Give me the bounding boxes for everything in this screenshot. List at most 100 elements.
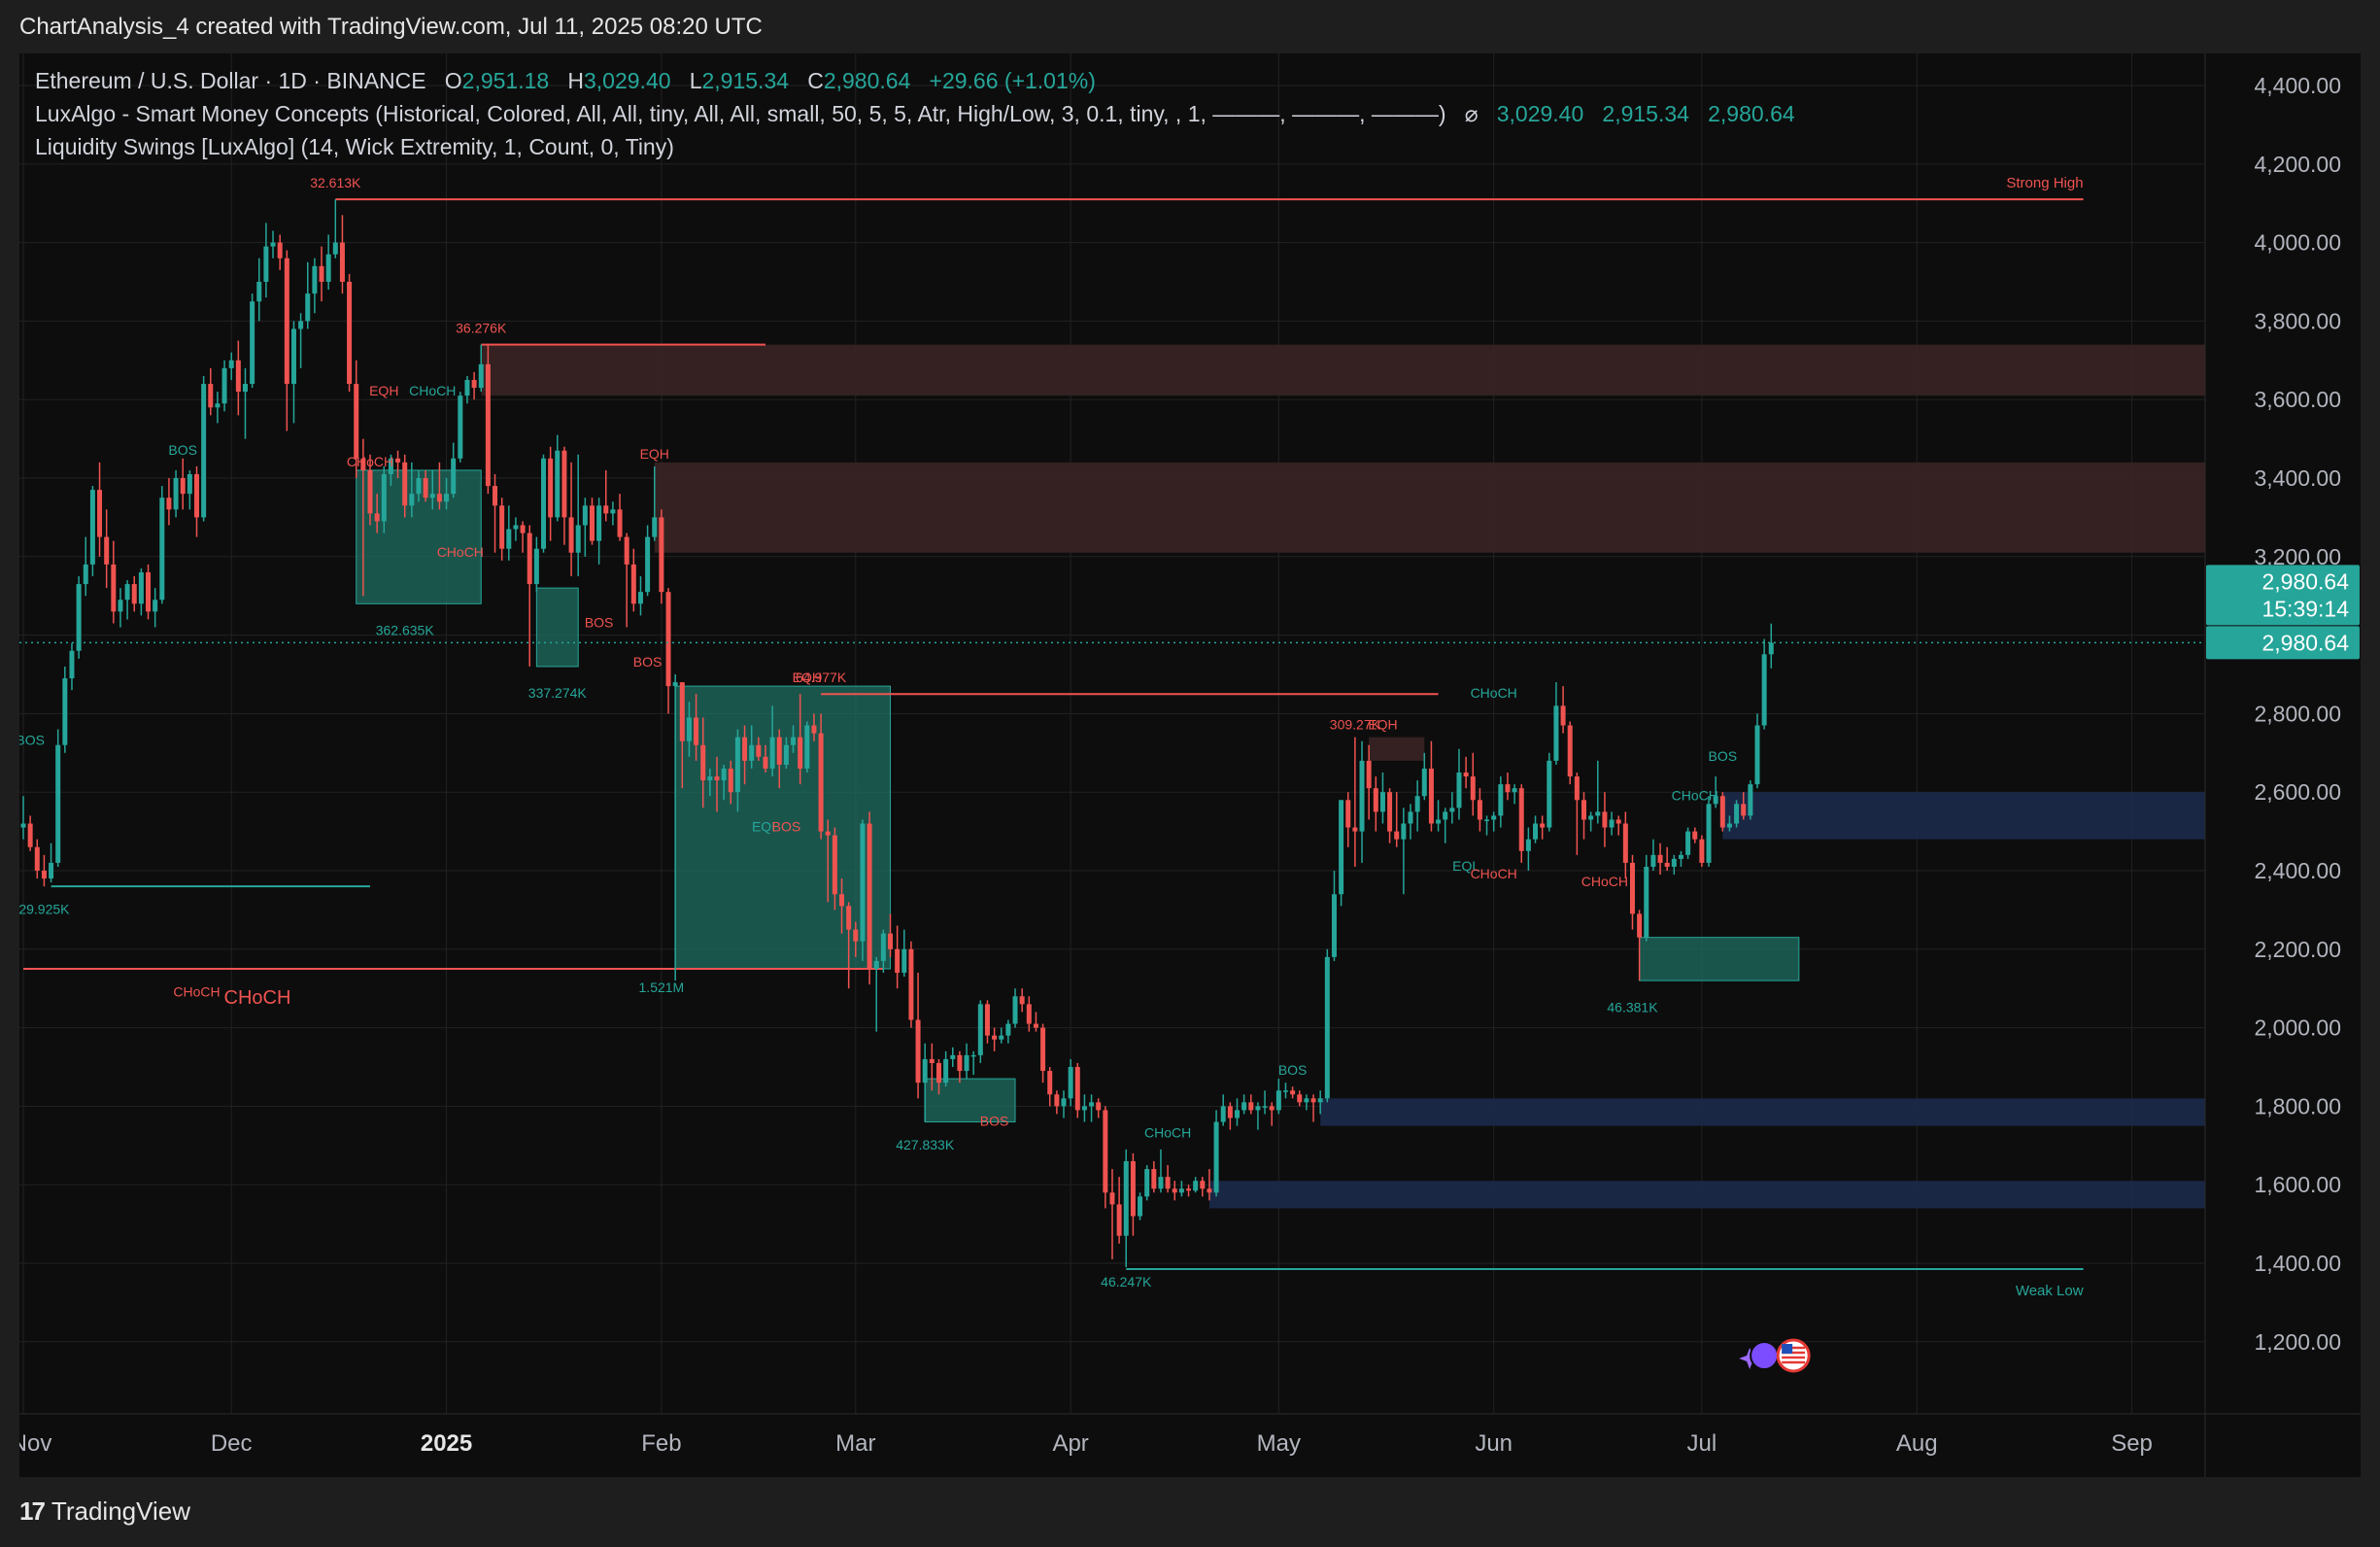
candle-body bbox=[1220, 1106, 1226, 1122]
candle bbox=[895, 925, 901, 989]
candle-body bbox=[1629, 862, 1635, 914]
price-tick-label: 1,400.00 bbox=[2254, 1251, 2341, 1276]
candle-body bbox=[1297, 1094, 1303, 1103]
candle-body bbox=[62, 678, 68, 745]
zone-supply bbox=[1369, 737, 1425, 761]
candle-body bbox=[312, 265, 318, 294]
candle bbox=[804, 721, 810, 773]
candle-body bbox=[1741, 804, 1747, 816]
legend-symbol-row: Ethereum / U.S. Dollar · 1D · BINANCE O2… bbox=[35, 68, 1096, 94]
legend-indicator-smc[interactable]: LuxAlgo - Smart Money Concepts (Historic… bbox=[35, 101, 1795, 127]
candle-body bbox=[769, 737, 775, 769]
zone-supply bbox=[481, 344, 2205, 396]
candle bbox=[290, 321, 296, 424]
candle-body bbox=[360, 458, 366, 470]
legend-indicator-liquidity[interactable]: Liquidity Swings [LuxAlgo] (14, Wick Ext… bbox=[35, 134, 674, 160]
candle-body bbox=[478, 363, 484, 389]
candle-body bbox=[1602, 811, 1608, 828]
price-chart[interactable]: Strong High Weak Low CHoCH 32.613K 36.276K BO… bbox=[19, 53, 2361, 1477]
candle-body bbox=[290, 328, 296, 385]
candle-body bbox=[256, 282, 262, 302]
candle-body bbox=[242, 384, 248, 393]
indicator-smc-value-3: 2,980.64 bbox=[1708, 101, 1795, 126]
candle-body bbox=[159, 498, 165, 601]
candle-body bbox=[27, 823, 33, 847]
candle bbox=[97, 462, 103, 557]
candle-body bbox=[630, 564, 636, 604]
candle-body bbox=[416, 478, 422, 495]
candle-body bbox=[853, 929, 859, 942]
candle-body bbox=[444, 494, 450, 502]
candle-body bbox=[1345, 800, 1351, 828]
smc-label: CHoCH bbox=[1581, 874, 1628, 889]
candle bbox=[1692, 827, 1698, 843]
price-tag-price-2: 2,980.64 bbox=[2261, 630, 2349, 655]
candle bbox=[1387, 788, 1393, 843]
indicator-liquidity-name[interactable]: Liquidity Swings [LuxAlgo] (14, Wick Ext… bbox=[35, 134, 674, 159]
candle bbox=[1456, 748, 1462, 820]
symbol-name[interactable]: Ethereum / U.S. Dollar · 1D · BINANCE bbox=[35, 68, 426, 93]
candle-body bbox=[395, 458, 401, 463]
candle bbox=[423, 469, 428, 502]
candle-body bbox=[1664, 862, 1670, 867]
candle bbox=[215, 392, 221, 424]
time-tick-label: Mar bbox=[835, 1430, 875, 1457]
indicator-smc-name[interactable]: LuxAlgo - Smart Money Concepts (Historic… bbox=[35, 101, 1446, 126]
smc-label: BOS bbox=[1709, 748, 1738, 764]
candle bbox=[298, 313, 304, 368]
candle bbox=[1463, 756, 1469, 789]
candle-body bbox=[610, 509, 616, 514]
candle-body bbox=[493, 486, 498, 506]
candle bbox=[1262, 1090, 1268, 1115]
candle-body bbox=[707, 776, 713, 781]
candle-body bbox=[374, 513, 380, 522]
candle bbox=[839, 878, 845, 934]
zone-demand_green bbox=[924, 1078, 1016, 1123]
candle-body bbox=[208, 384, 214, 408]
candle bbox=[1310, 1094, 1316, 1122]
candle bbox=[1019, 988, 1025, 1013]
candle-body bbox=[533, 548, 539, 585]
candle bbox=[624, 533, 629, 628]
candle-body bbox=[20, 823, 26, 828]
candle-body bbox=[97, 490, 103, 537]
candle-body bbox=[1227, 1106, 1233, 1118]
candle bbox=[922, 1043, 928, 1122]
smc-label: CHoCH bbox=[1144, 1125, 1191, 1141]
candle-body bbox=[49, 862, 54, 879]
candle bbox=[1394, 792, 1400, 847]
candle bbox=[1748, 780, 1753, 820]
candle-body bbox=[1178, 1188, 1184, 1193]
candle bbox=[76, 576, 82, 659]
candle-body bbox=[83, 564, 88, 585]
candle-body bbox=[582, 505, 588, 526]
candle bbox=[1012, 988, 1018, 1028]
candle bbox=[561, 446, 567, 545]
candle-body bbox=[1317, 1098, 1323, 1103]
smc-label: BOS bbox=[772, 819, 801, 835]
time-tick-label: May bbox=[1257, 1430, 1301, 1457]
candle-body bbox=[1081, 1106, 1087, 1111]
candle-body bbox=[1768, 642, 1774, 655]
candle bbox=[1207, 1169, 1212, 1201]
candle-body bbox=[138, 571, 144, 604]
chart-panel[interactable]: Strong High Weak Low CHoCH 32.613K 36.276K BO… bbox=[19, 53, 2361, 1477]
candle bbox=[1761, 638, 1767, 730]
candle bbox=[964, 1043, 969, 1080]
candle bbox=[1401, 808, 1407, 895]
candle bbox=[1241, 1094, 1247, 1115]
candle-body bbox=[153, 600, 158, 612]
footer-brand[interactable]: 17 TradingView bbox=[19, 1496, 190, 1527]
candle-body bbox=[1366, 760, 1372, 789]
candle bbox=[728, 760, 733, 805]
candle bbox=[734, 729, 740, 812]
candle-body bbox=[1414, 796, 1420, 812]
candle-body bbox=[1235, 1110, 1240, 1118]
candle bbox=[1768, 623, 1774, 669]
level-label: Strong High bbox=[2006, 175, 2083, 191]
candle-body bbox=[1262, 1106, 1268, 1108]
candle-body bbox=[1401, 823, 1407, 840]
candle bbox=[1324, 948, 1330, 1103]
candle bbox=[957, 1050, 963, 1083]
candle-body bbox=[1719, 796, 1725, 828]
